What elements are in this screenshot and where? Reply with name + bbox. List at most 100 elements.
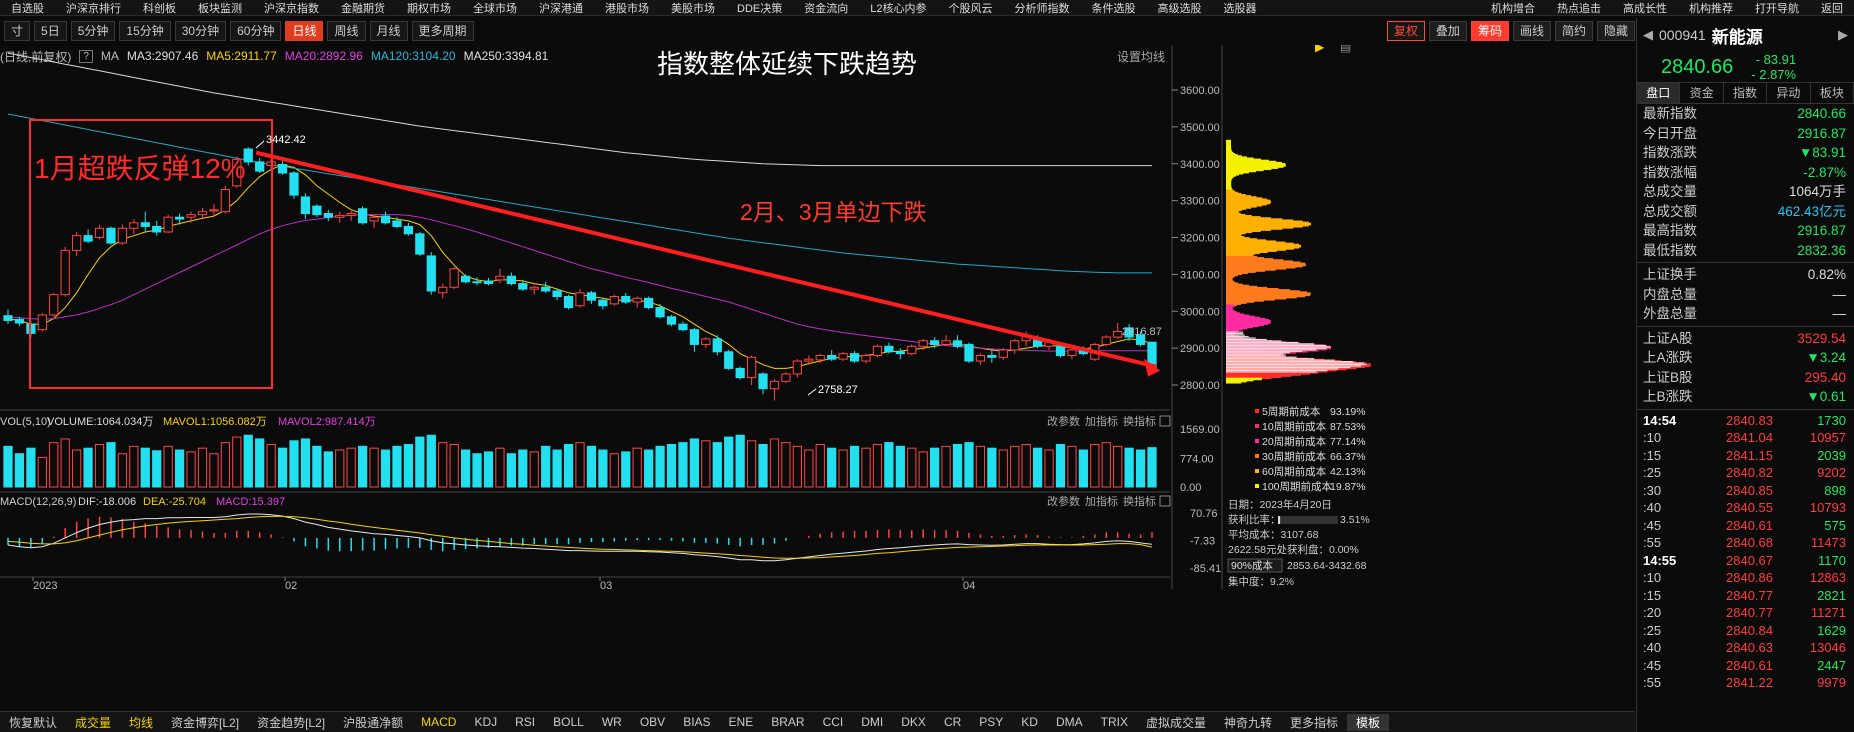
menu-item-18[interactable]: 选股器	[1223, 2, 1257, 15]
chip-legend-name: 30周期前成本	[1262, 450, 1327, 463]
chip-bar-current	[1226, 359, 1335, 361]
indicator-tab-10[interactable]: WR	[601, 715, 622, 729]
menu-item-1[interactable]: 沪深京排行	[66, 2, 121, 15]
tick-price: 2840.61	[1726, 517, 1773, 533]
menu-right-item-4[interactable]: 打开导航	[1755, 2, 1799, 15]
indicator-tab-2[interactable]: 均线	[129, 715, 154, 730]
menu-item-10[interactable]: 美股市场	[671, 2, 715, 15]
period-button-2[interactable]: 5分钟	[70, 21, 116, 41]
menu-item-3[interactable]: 板块监测	[198, 2, 242, 15]
quote-tab-0[interactable]: 盘口	[1637, 83, 1681, 103]
quote-tab-1[interactable]: 资金	[1680, 83, 1724, 103]
menu-item-4[interactable]: 沪深京指数	[264, 2, 319, 15]
chip-concentration: 集中度：9.2%	[1228, 575, 1294, 588]
indicator-tab-11[interactable]: OBV	[639, 715, 666, 729]
period-button-6[interactable]: 日线	[285, 21, 324, 41]
toolbar-right-button-1[interactable]: 叠加	[1428, 21, 1467, 41]
prev-arrow-icon[interactable]: ◀	[1643, 27, 1653, 42]
candle-body	[129, 222, 139, 229]
indicator-tab-15[interactable]: CCI	[822, 715, 844, 729]
menu-item-9[interactable]: 港股市场	[605, 2, 649, 15]
tick-time: :55	[1643, 675, 1662, 690]
quote-tab-3[interactable]: 异动	[1767, 83, 1811, 103]
tick-volume: 11473	[1810, 535, 1846, 550]
toolbar-right-button-2[interactable]: 筹码	[1470, 21, 1509, 41]
period-button-9[interactable]: 更多周期	[411, 21, 474, 41]
indicator-tab-1[interactable]: 成交量	[75, 715, 112, 730]
indicator-tab-22[interactable]: TRIX	[1100, 715, 1128, 729]
indicator-tab-5[interactable]: 沪股通净额	[343, 715, 404, 730]
candle-body	[952, 340, 963, 347]
indicator-tab-18[interactable]: CR	[943, 715, 962, 729]
menu-right-item-1[interactable]: 热点追击	[1557, 2, 1601, 15]
indicator-tab-12[interactable]: BIAS	[683, 715, 711, 729]
menu-item-12[interactable]: 资金流向	[804, 2, 849, 15]
chip-bar-current	[1226, 368, 1339, 370]
next-arrow-icon[interactable]: ▶	[1838, 27, 1848, 42]
menu-right-item-5[interactable]: 返回	[1821, 2, 1843, 15]
menu-item-6[interactable]: 期权市场	[407, 2, 451, 15]
chip-bar	[1226, 380, 1242, 384]
indicator-tab-7[interactable]: KDJ	[474, 715, 498, 729]
indicator-tab-19[interactable]: PSY	[979, 715, 1004, 729]
menu-item-11[interactable]: DDE决策	[737, 2, 783, 15]
chip-bar-current	[1226, 338, 1267, 341]
period-button-7[interactable]: 周线	[327, 21, 366, 41]
period-button-4[interactable]: 30分钟	[174, 21, 227, 41]
menu-right-item-3[interactable]: 机构推荐	[1689, 2, 1733, 15]
indicator-tab-6[interactable]: MACD	[421, 715, 457, 729]
menu-item-13[interactable]: L2核心内参	[870, 2, 927, 15]
indicator-tab-3[interactable]: 资金博弈[L2]	[171, 715, 240, 730]
menu-right-item-2[interactable]: 高成长性	[1623, 2, 1667, 15]
period-button-5[interactable]: 60分钟	[230, 21, 282, 41]
candle-body	[861, 355, 871, 362]
toolbar-right-button-3[interactable]: 画线	[1512, 21, 1551, 41]
menu-item-0[interactable]: 自选股	[11, 2, 44, 15]
volume-bar	[495, 447, 505, 488]
indicator-tab-24[interactable]: 神奇九转	[1224, 715, 1273, 730]
period-button-3[interactable]: 15分钟	[119, 21, 171, 41]
indicator-tab-16[interactable]: DMI	[861, 715, 884, 729]
ma-line-ma250	[7, 52, 1152, 167]
quote-tab-2[interactable]: 指数	[1724, 83, 1768, 103]
indicator-tab-13[interactable]: ENE	[728, 715, 754, 729]
kline-chart[interactable]: 3600.00 3500.00 3400.00 3300.00 3200.00 3100.…	[0, 45, 1635, 710]
toolbar-right-button-4[interactable]: 简约	[1554, 21, 1593, 41]
chip-bar-current	[1226, 366, 1351, 369]
menu-item-17[interactable]: 高级选股	[1157, 2, 1202, 15]
indicator-tab-26[interactable]: 模板	[1347, 713, 1390, 731]
chip-range-select-label: 90%成本	[1231, 559, 1274, 572]
indicator-tab-4[interactable]: 资金趋势[L2]	[257, 715, 326, 730]
menu-item-7[interactable]: 全球市场	[473, 2, 517, 15]
indicator-tab-21[interactable]: DMA	[1055, 715, 1083, 729]
period-button-1[interactable]: 5日	[34, 21, 67, 41]
menu-item-8[interactable]: 沪深港通	[539, 2, 583, 15]
volume-bar	[415, 436, 425, 488]
toolbar-right-button-5[interactable]: 隐藏	[1596, 21, 1635, 41]
period-button-0[interactable]: 寸	[4, 21, 31, 41]
period-button-8[interactable]: 月线	[369, 21, 408, 41]
toolbar-right-button-0[interactable]: 复权	[1386, 21, 1425, 41]
tick-list: 14:54 2840.83 1730:10 2841.04 10957:15 2841.1…	[1637, 412, 1854, 692]
indicator-tab-14[interactable]: BRAR	[771, 715, 805, 729]
menu-right-item-0[interactable]: 机构增合	[1491, 2, 1535, 15]
volume-bar	[438, 442, 448, 488]
indicator-tab-20[interactable]: KD	[1021, 715, 1038, 729]
ma-setting[interactable]: 设置均线	[1117, 47, 1165, 65]
volume-bar	[426, 434, 436, 488]
ma-setting-button[interactable]: 设置均线	[1117, 49, 1166, 64]
indicator-tab-17[interactable]: DKX	[901, 715, 926, 729]
indicator-tab-23[interactable]: 虚拟成交量	[1145, 715, 1206, 730]
indicator-tab-0[interactable]: 恢复默认	[9, 715, 58, 730]
menu-item-5[interactable]: 金融期货	[341, 2, 385, 15]
menu-item-15[interactable]: 分析师指数	[1014, 2, 1070, 15]
help-icon[interactable]: ?	[79, 49, 93, 63]
menu-item-16[interactable]: 条件选股	[1091, 2, 1136, 15]
indicator-tab-9[interactable]: BOLL	[553, 715, 584, 729]
menu-item-2[interactable]: 科创板	[143, 2, 176, 15]
quote-tab-4[interactable]: 板块	[1811, 83, 1854, 103]
indicator-tab-8[interactable]: RSI	[515, 715, 536, 729]
candle-body	[644, 297, 654, 309]
menu-item-14[interactable]: 个股风云	[948, 2, 993, 15]
indicator-tab-25[interactable]: 更多指标	[1290, 715, 1339, 730]
